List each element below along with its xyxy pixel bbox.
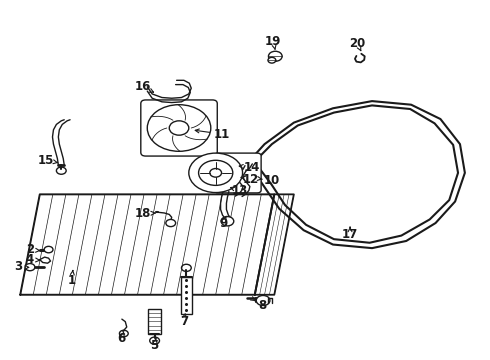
Text: 11: 11 — [214, 127, 230, 141]
Circle shape — [147, 105, 211, 151]
Text: 3: 3 — [14, 260, 22, 273]
Text: 2: 2 — [26, 243, 34, 256]
Text: 5: 5 — [150, 339, 159, 352]
FancyBboxPatch shape — [214, 153, 261, 193]
Text: 17: 17 — [342, 228, 358, 241]
Circle shape — [269, 51, 282, 61]
Circle shape — [169, 121, 189, 135]
Bar — [180, 277, 192, 315]
Circle shape — [166, 220, 175, 226]
Text: 18: 18 — [134, 207, 150, 220]
Circle shape — [268, 57, 276, 63]
Circle shape — [256, 296, 270, 306]
Text: 20: 20 — [349, 37, 366, 50]
Circle shape — [221, 217, 234, 226]
Text: 14: 14 — [244, 161, 261, 174]
Text: 19: 19 — [265, 35, 282, 49]
Text: 13: 13 — [232, 184, 248, 197]
Text: 15: 15 — [37, 154, 54, 167]
Text: 8: 8 — [258, 299, 266, 312]
Text: 10: 10 — [264, 174, 280, 187]
Circle shape — [189, 153, 243, 193]
Text: 16: 16 — [134, 80, 150, 93]
Text: 4: 4 — [26, 253, 34, 266]
Circle shape — [210, 168, 221, 177]
Polygon shape — [20, 194, 274, 295]
Circle shape — [198, 160, 233, 185]
Circle shape — [44, 246, 53, 253]
Text: 6: 6 — [118, 332, 126, 345]
FancyBboxPatch shape — [141, 100, 217, 156]
Text: 7: 7 — [180, 315, 188, 328]
Text: 12: 12 — [243, 173, 259, 186]
Bar — [148, 309, 161, 334]
Text: 1: 1 — [68, 274, 75, 287]
Circle shape — [25, 264, 35, 271]
Text: 9: 9 — [219, 216, 227, 230]
Polygon shape — [255, 194, 294, 295]
